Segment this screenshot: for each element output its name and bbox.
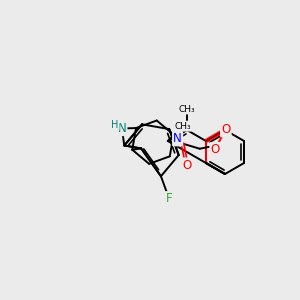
Text: N: N	[173, 132, 182, 145]
Text: O: O	[182, 159, 191, 172]
Text: N: N	[118, 122, 126, 135]
Text: CH₃: CH₃	[174, 122, 191, 131]
Text: O: O	[211, 143, 220, 156]
Text: CH₃: CH₃	[178, 104, 195, 113]
Text: O: O	[221, 123, 230, 136]
Text: H: H	[111, 120, 118, 130]
Text: F: F	[166, 192, 172, 205]
